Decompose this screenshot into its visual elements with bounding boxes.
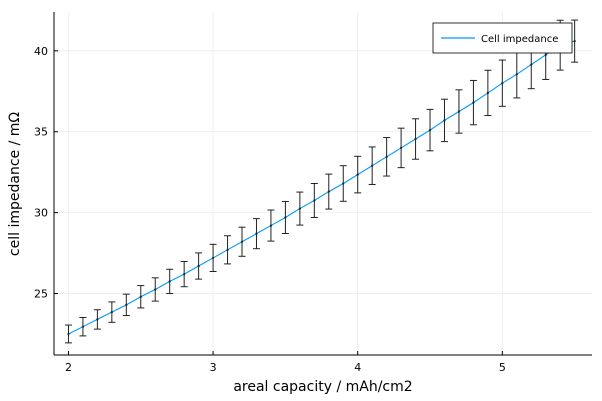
data-point	[255, 232, 258, 235]
axes	[53, 12, 592, 356]
error-bars	[64, 19, 579, 344]
x-tick-label: 4	[354, 361, 361, 374]
data-point	[457, 110, 461, 113]
y-tick-label: 30	[34, 207, 48, 220]
data-point	[298, 207, 301, 210]
error-bar	[151, 277, 159, 302]
data-point	[385, 155, 388, 158]
error-bar	[296, 191, 304, 226]
data-point	[414, 137, 417, 141]
data-point	[197, 264, 200, 268]
error-bar	[195, 252, 203, 280]
error-bar	[64, 324, 72, 344]
error-bar	[310, 183, 318, 218]
error-bar	[354, 155, 362, 194]
error-bar	[426, 108, 434, 152]
error-bar	[325, 173, 333, 210]
data-point	[544, 53, 547, 56]
error-bar	[267, 209, 275, 242]
data-point	[486, 91, 489, 94]
y-tick-label: 25	[34, 288, 48, 301]
data-point	[530, 63, 533, 66]
y-tick-label: 35	[34, 126, 48, 139]
x-tick-label: 5	[499, 361, 506, 374]
error-bar	[440, 98, 448, 143]
error-bar	[498, 59, 506, 107]
data-point	[327, 190, 330, 193]
error-bar	[209, 243, 217, 273]
data-point	[313, 199, 316, 202]
series-line-cell-impedance	[68, 40, 575, 335]
error-bar	[108, 301, 116, 323]
data-point	[472, 101, 475, 104]
data-point	[573, 40, 576, 43]
data-point	[226, 248, 229, 251]
data-point	[110, 311, 113, 314]
error-bar	[122, 293, 130, 317]
error-bar	[484, 69, 492, 117]
data-point	[284, 216, 287, 219]
legend: Cell impedance	[432, 22, 573, 54]
data-point	[96, 318, 99, 321]
series-line	[68, 40, 575, 335]
data-point	[125, 303, 128, 306]
error-bar	[238, 226, 246, 257]
error-bar	[281, 200, 289, 234]
error-bar	[397, 127, 405, 169]
error-bar	[339, 165, 347, 202]
error-bar	[93, 309, 101, 330]
error-bar	[368, 146, 376, 185]
data-point	[342, 182, 345, 185]
y-axis-label: cell impedance / mΩ	[7, 112, 23, 256]
data-point	[356, 173, 359, 176]
ticks: 2 3 4 5 25 30 35 40	[34, 45, 506, 374]
x-axis-label: areal capacity / mAh/cm2	[233, 379, 412, 395]
data-point	[81, 325, 85, 328]
error-bar	[469, 79, 477, 126]
data-point	[428, 129, 432, 132]
error-bar	[180, 260, 188, 288]
data-point	[240, 240, 244, 243]
data-point	[139, 295, 142, 298]
error-bar	[79, 316, 87, 337]
data-point	[399, 146, 403, 150]
error-bar	[513, 50, 521, 99]
data-point	[183, 273, 186, 276]
error-bar	[166, 268, 174, 295]
data-point	[269, 224, 273, 227]
data-point	[211, 256, 215, 260]
error-bar	[224, 235, 232, 265]
data-point	[515, 73, 518, 76]
y-tick-label: 40	[34, 45, 48, 58]
data-point	[168, 280, 171, 283]
error-bar	[571, 19, 579, 63]
data-point	[443, 119, 446, 122]
data-point	[501, 82, 504, 85]
data-point	[67, 332, 70, 336]
grid	[54, 12, 592, 355]
data-point	[154, 288, 157, 291]
data-point	[371, 164, 374, 167]
legend-entry: Cell impedance	[481, 34, 558, 45]
x-tick-label: 3	[210, 361, 217, 374]
error-bar	[252, 218, 260, 250]
x-tick-label: 2	[65, 361, 72, 374]
error-bar	[137, 285, 145, 309]
error-bar	[455, 89, 463, 134]
error-bar	[412, 118, 420, 160]
error-bar	[383, 137, 391, 177]
